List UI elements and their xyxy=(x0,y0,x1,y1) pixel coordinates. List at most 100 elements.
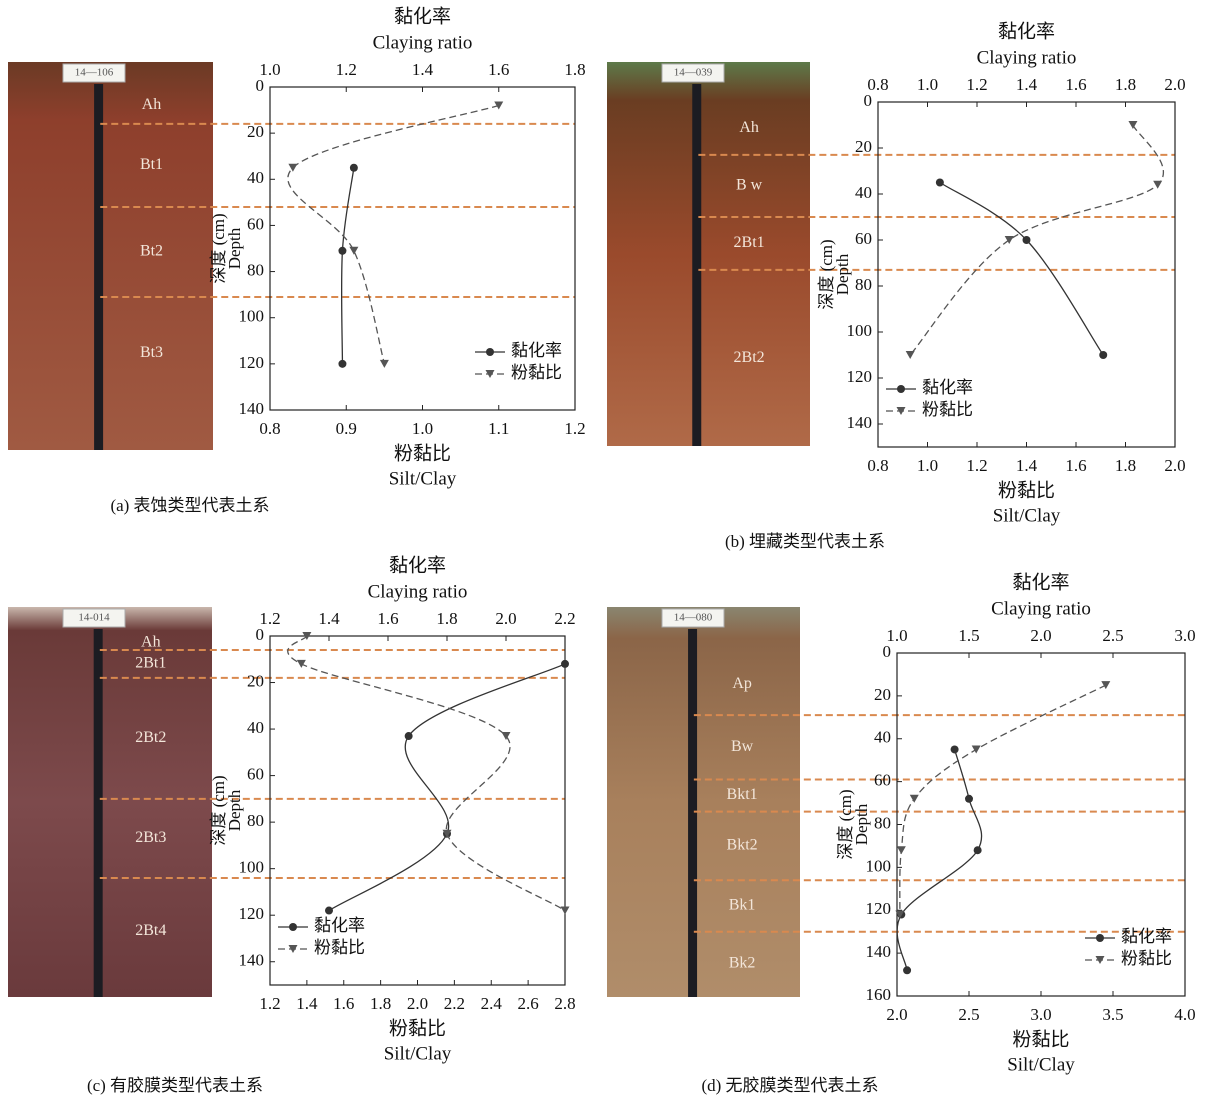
legend-label: 粉黏比 xyxy=(511,363,562,382)
x2-title: 黏化率 xyxy=(998,20,1055,42)
horizon-label: Bk2 xyxy=(729,955,756,972)
horizon-label: B w xyxy=(736,177,763,194)
y-tick-label: 100 xyxy=(847,321,873,340)
measuring-tape xyxy=(688,629,697,997)
horizon-label: 2Bt2 xyxy=(734,349,765,366)
horizon-label: 2Bt3 xyxy=(135,829,166,846)
x-tick-label: 3.5 xyxy=(1102,1005,1123,1024)
x-tick-label: 4.0 xyxy=(1174,1005,1195,1024)
x2-tick-label: 2.0 xyxy=(495,609,516,628)
x2-tick-label: 2.2 xyxy=(554,609,575,628)
measuring-tape xyxy=(94,629,103,997)
marker xyxy=(380,360,389,368)
legend-marker xyxy=(486,348,494,356)
figure: 14—106AhBt1Bt2Bt30204060801001201400.80.… xyxy=(0,0,1210,1100)
profile-id: 14—039 xyxy=(674,67,713,79)
x-subtitle: Silt/Clay xyxy=(993,505,1061,526)
x2-tick-label: 1.4 xyxy=(1016,75,1038,94)
x-tick-label: 1.2 xyxy=(966,456,987,475)
horizon-label: Bw xyxy=(731,738,754,755)
x-tick-label: 2.0 xyxy=(886,1005,907,1024)
x-tick-label: 1.2 xyxy=(564,419,585,438)
horizon-label: Ah xyxy=(142,96,162,113)
y-tick-label: 140 xyxy=(239,399,265,418)
legend-label: 粉黏比 xyxy=(314,938,365,957)
legend-label: 黏化率 xyxy=(1121,927,1172,946)
x2-title: 黏化率 xyxy=(394,5,451,27)
caption: (b) 埋藏类型代表土系 xyxy=(725,532,885,551)
marker xyxy=(903,966,911,974)
marker xyxy=(965,795,973,803)
series-line xyxy=(288,105,499,363)
marker xyxy=(951,745,959,753)
marker xyxy=(350,164,358,172)
marker xyxy=(1128,121,1137,129)
x2-title: 黏化率 xyxy=(389,554,446,576)
y-subtitle: Depth xyxy=(852,803,871,845)
x2-tick-label: 0.8 xyxy=(867,75,888,94)
x-tick-label: 3.0 xyxy=(1030,1005,1051,1024)
y-tick-label: 100 xyxy=(866,856,892,875)
marker xyxy=(561,660,569,668)
marker xyxy=(325,907,333,915)
marker xyxy=(972,745,981,753)
soil-photo xyxy=(8,62,213,450)
legend-label: 粉黏比 xyxy=(922,400,973,419)
y-tick-label: 160 xyxy=(866,985,892,1004)
y-tick-label: 40 xyxy=(247,168,264,187)
legend-label: 黏化率 xyxy=(922,378,973,397)
series-line xyxy=(910,125,1163,355)
y-tick-label: 80 xyxy=(247,811,264,830)
y-subtitle: Depth xyxy=(225,227,244,269)
marker xyxy=(405,732,413,740)
x-tick-label: 1.8 xyxy=(1115,456,1136,475)
x-tick-label: 1.8 xyxy=(370,994,391,1013)
profile-id: 14—080 xyxy=(674,612,713,624)
x-tick-label: 1.0 xyxy=(412,419,433,438)
y-tick-label: 100 xyxy=(239,307,265,326)
marker xyxy=(561,907,570,915)
panel: 14-014Ah2Bt12Bt22Bt32Bt40204060801001201… xyxy=(8,554,576,1095)
caption: (d) 无胶膜类型代表土系 xyxy=(701,1076,878,1095)
x2-tick-label: 1.0 xyxy=(886,626,907,645)
horizon-label: Bt1 xyxy=(140,156,163,173)
x-subtitle: Silt/Clay xyxy=(1007,1054,1075,1075)
horizon-label: Ap xyxy=(732,675,752,692)
x-tick-label: 1.6 xyxy=(1065,456,1086,475)
legend-marker xyxy=(289,923,297,931)
y-tick-label: 120 xyxy=(847,367,873,386)
legend-label: 黏化率 xyxy=(511,341,562,360)
y-subtitle: Depth xyxy=(225,789,244,831)
series-line xyxy=(897,749,981,970)
x2-tick-label: 1.2 xyxy=(259,609,280,628)
x-tick-label: 2.5 xyxy=(958,1005,979,1024)
y-tick-label: 40 xyxy=(247,718,264,737)
y-tick-label: 120 xyxy=(866,899,892,918)
x2-tick-label: 1.8 xyxy=(436,609,457,628)
marker xyxy=(1153,181,1162,189)
x2-tick-label: 2.5 xyxy=(1102,626,1123,645)
x2-tick-label: 1.5 xyxy=(958,626,979,645)
horizon-label: Bkt1 xyxy=(727,786,758,803)
y-subtitle: Depth xyxy=(833,253,852,295)
marker xyxy=(1099,351,1107,359)
x-tick-label: 1.4 xyxy=(1016,456,1038,475)
y-tick-label: 140 xyxy=(866,942,892,961)
y-tick-label: 80 xyxy=(874,813,891,832)
x2-tick-label: 1.0 xyxy=(917,75,938,94)
series-line xyxy=(342,168,354,364)
marker xyxy=(338,247,346,255)
marker xyxy=(897,846,906,854)
x-tick-label: 0.8 xyxy=(259,419,280,438)
marker xyxy=(349,247,358,255)
x-tick-label: 0.9 xyxy=(336,419,357,438)
panel: 14—080ApBwBkt1Bkt2Bk1Bk20204060801001201… xyxy=(607,571,1196,1095)
soil-photo xyxy=(8,607,212,997)
legend-marker xyxy=(897,385,905,393)
y-tick-label: 40 xyxy=(855,183,872,202)
x2-tick-label: 1.4 xyxy=(412,60,434,79)
horizon-label: Bk1 xyxy=(729,897,756,914)
x-tick-label: 2.6 xyxy=(518,994,539,1013)
x2-subtitle: Claying ratio xyxy=(991,598,1091,619)
